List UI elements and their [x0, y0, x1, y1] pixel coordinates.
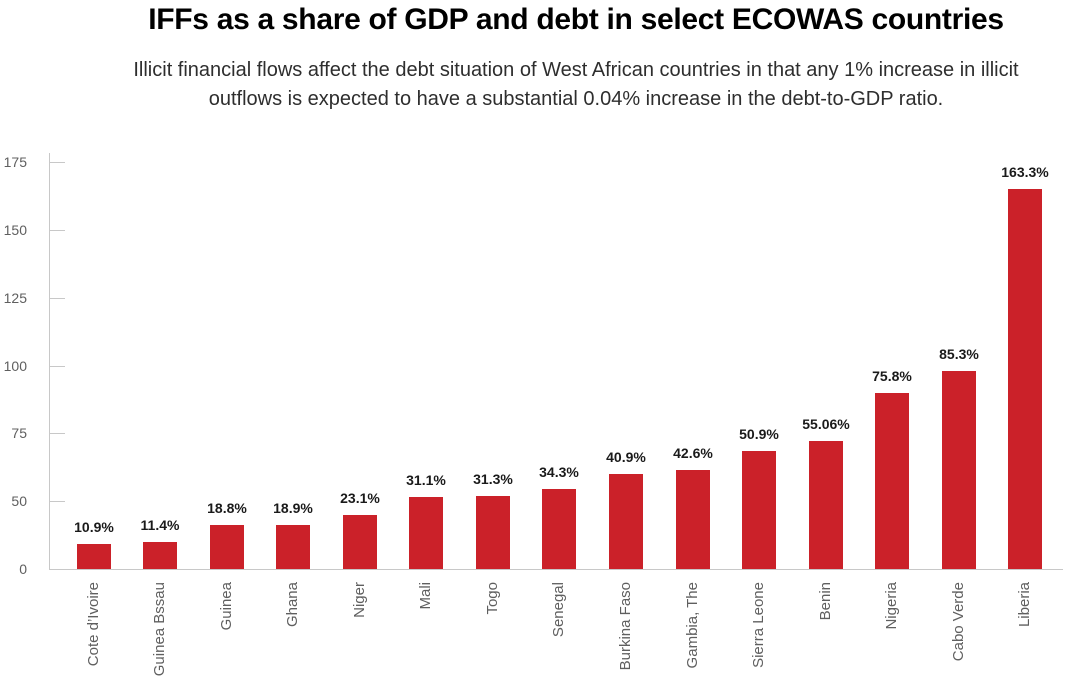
y-axis-tick-label: 150	[3, 222, 27, 238]
bar-value-label: 31.1%	[406, 472, 446, 488]
bar-value-label: 50.9%	[739, 426, 779, 442]
x-axis-label: Burkina Faso	[617, 582, 634, 671]
y-axis-tick-label: 175	[3, 154, 27, 170]
x-axis-label: Togo	[484, 582, 501, 615]
y-axis-tick	[49, 433, 65, 434]
bar	[742, 451, 776, 569]
bar	[942, 371, 976, 569]
bar-value-label: 11.4%	[140, 517, 180, 533]
chart-title: IFFs as a share of GDP and debt in selec…	[148, 3, 1004, 36]
bar	[210, 525, 244, 569]
bar	[343, 515, 377, 569]
bar	[276, 525, 310, 569]
x-axis-label: Liberia	[1016, 582, 1033, 628]
x-axis-label: Ghana	[284, 582, 301, 628]
bar-value-label: 42.6%	[673, 445, 713, 461]
x-axis-line	[49, 569, 1063, 570]
y-axis-tick-label: 125	[3, 290, 27, 306]
bar	[809, 441, 843, 569]
x-axis-label: Niger	[351, 582, 368, 618]
x-axis-label: Cabo Verde	[950, 582, 967, 662]
y-axis-tick	[49, 298, 65, 299]
bar-value-label: 75.8%	[872, 368, 912, 384]
x-axis-label: Benin	[817, 582, 834, 621]
x-axis-label: Guinea Bssau	[151, 582, 168, 677]
bar	[77, 544, 111, 569]
bar	[476, 496, 510, 569]
bar	[609, 474, 643, 569]
bar-value-label: 18.9%	[273, 500, 313, 516]
y-axis-line	[49, 153, 50, 569]
chart-subtitle: Illicit financial flows affect the debt …	[58, 56, 1090, 114]
y-axis-tick	[49, 230, 65, 231]
bar-value-label: 85.3%	[939, 346, 979, 362]
bar	[676, 470, 710, 569]
x-axis-label: Gambia, The	[684, 582, 701, 669]
y-axis-tick-label: 0	[19, 561, 27, 577]
bar-value-label: 34.3%	[539, 464, 579, 480]
x-axis-label: Senegal	[550, 582, 567, 638]
x-axis-label: Nigeria	[883, 582, 900, 630]
bar-value-label: 18.8%	[207, 500, 247, 516]
bar-value-label: 23.1%	[340, 490, 380, 506]
y-axis-tick-label: 50	[11, 493, 27, 509]
bar-value-label: 40.9%	[606, 449, 646, 465]
x-axis-label: Sierra Leone	[750, 582, 767, 668]
y-axis-tick	[49, 162, 65, 163]
chart-subtitle-line-1: Illicit financial flows affect the debt …	[133, 59, 1019, 81]
y-axis-tick-label: 75	[11, 425, 27, 441]
y-axis-tick	[49, 366, 65, 367]
x-axis-label: Mali	[417, 582, 434, 610]
bar	[143, 542, 177, 569]
bar-value-label: 10.9%	[74, 519, 114, 535]
bar	[1008, 189, 1042, 569]
bar	[875, 393, 909, 569]
bar-value-label: 163.3%	[1001, 164, 1049, 180]
bar-value-label: 55.06%	[802, 416, 850, 432]
y-axis-tick	[49, 501, 65, 502]
bar-value-label: 31.3%	[473, 471, 513, 487]
bar	[542, 489, 576, 569]
chart-subtitle-line-2: outflows is expected to have a substanti…	[208, 88, 944, 110]
x-axis-label: Cote d’Ivoire	[85, 582, 102, 667]
y-axis-tick-label: 100	[3, 358, 27, 374]
bar	[409, 497, 443, 569]
x-axis-label: Guinea	[218, 582, 235, 631]
